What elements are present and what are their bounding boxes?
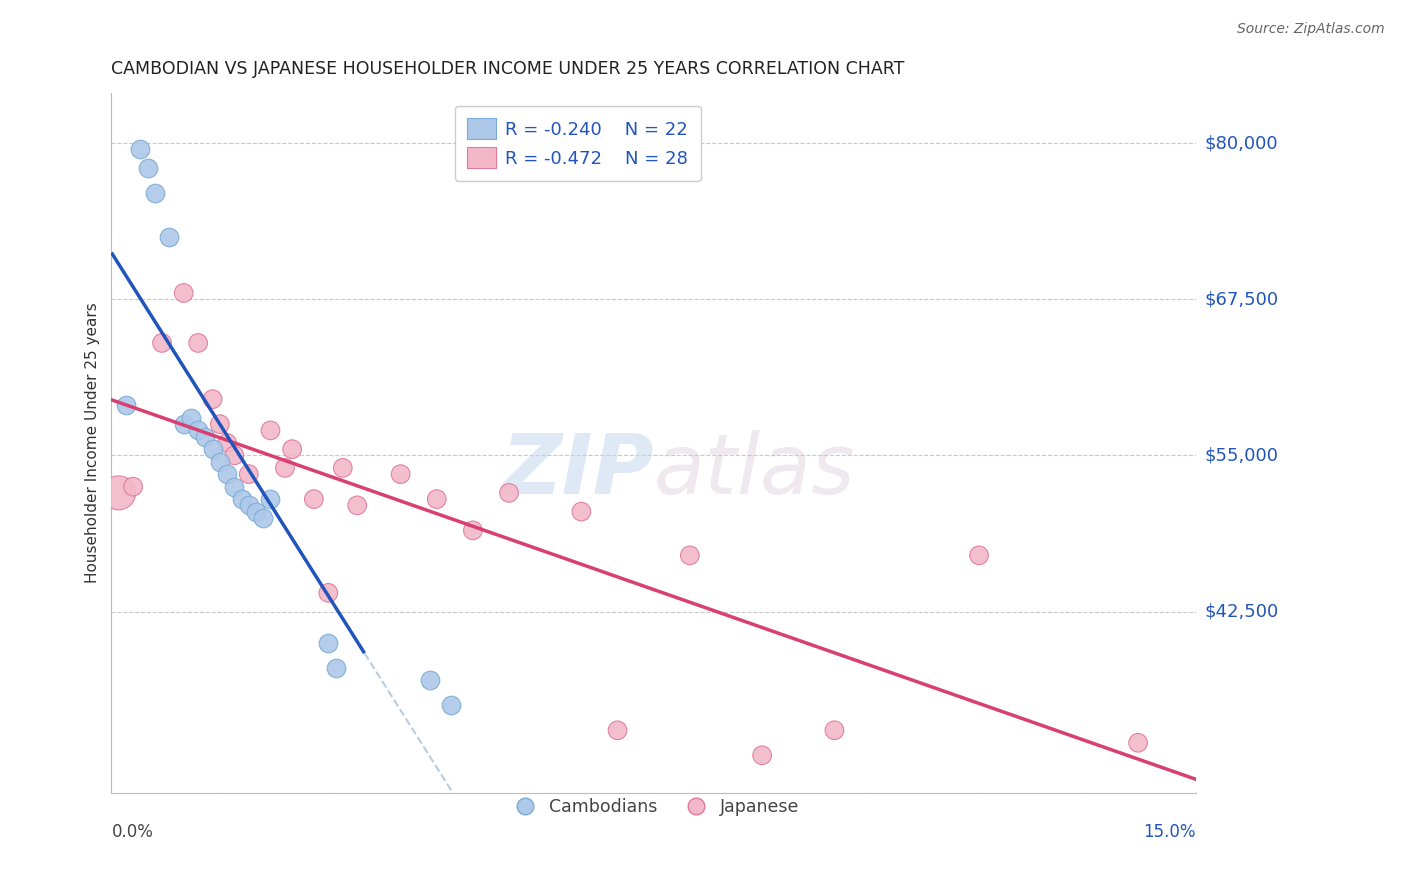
Point (498, 486, 520, 500)
Point (318, 636, 340, 650)
Point (208, 455, 231, 469)
Point (173, 285, 195, 300)
Point (217, 467, 239, 482)
Point (231, 492, 253, 507)
Point (173, 417, 195, 432)
Point (1126, 736, 1149, 750)
Point (606, 723, 628, 738)
Text: Source: ZipAtlas.com: Source: ZipAtlas.com (1237, 22, 1385, 37)
Text: CAMBODIAN VS JAPANESE HOUSEHOLDER INCOME UNDER 25 YEARS CORRELATION CHART: CAMBODIAN VS JAPANESE HOUSEHOLDER INCOME… (111, 60, 905, 78)
Point (389, 467, 412, 482)
Text: $42,500: $42,500 (1205, 603, 1278, 621)
Point (208, 417, 231, 432)
Point (224, 480, 246, 494)
Point (259, 424, 281, 438)
Point (751, 748, 773, 763)
Point (201, 392, 224, 407)
Point (569, 505, 592, 519)
Text: atlas: atlas (654, 431, 855, 511)
Point (194, 430, 217, 444)
Point (224, 449, 246, 463)
Point (187, 424, 209, 438)
Point (302, 492, 325, 507)
Point (823, 723, 845, 738)
Point (679, 549, 702, 563)
Text: ZIP: ZIP (501, 431, 654, 511)
Point (332, 461, 354, 475)
Point (136, 161, 159, 175)
Point (180, 411, 202, 425)
Point (419, 673, 441, 688)
Text: $55,000: $55,000 (1205, 446, 1278, 465)
Point (325, 661, 347, 675)
Point (426, 492, 449, 507)
Point (318, 586, 340, 600)
Point (461, 524, 484, 538)
Text: 0.0%: 0.0% (111, 823, 153, 841)
Point (143, 186, 166, 200)
Point (217, 436, 239, 450)
Point (274, 461, 297, 475)
Point (245, 505, 267, 519)
Text: $80,000: $80,000 (1205, 134, 1278, 152)
Point (440, 698, 463, 713)
Point (201, 442, 224, 457)
Point (238, 467, 260, 482)
Point (967, 549, 990, 563)
Point (187, 335, 209, 350)
Point (122, 480, 145, 494)
Point (259, 492, 281, 507)
Text: $67,500: $67,500 (1205, 290, 1278, 309)
Point (346, 499, 368, 513)
Point (150, 335, 173, 350)
Point (129, 142, 152, 156)
Point (281, 442, 304, 457)
Y-axis label: Householder Income Under 25 years: Householder Income Under 25 years (86, 302, 100, 583)
Point (252, 511, 274, 525)
Point (107, 486, 129, 500)
Legend: Cambodians, Japanese: Cambodians, Japanese (501, 790, 807, 822)
Text: 15.0%: 15.0% (1143, 823, 1197, 841)
Point (238, 499, 260, 513)
Point (115, 399, 138, 413)
Point (157, 229, 180, 244)
